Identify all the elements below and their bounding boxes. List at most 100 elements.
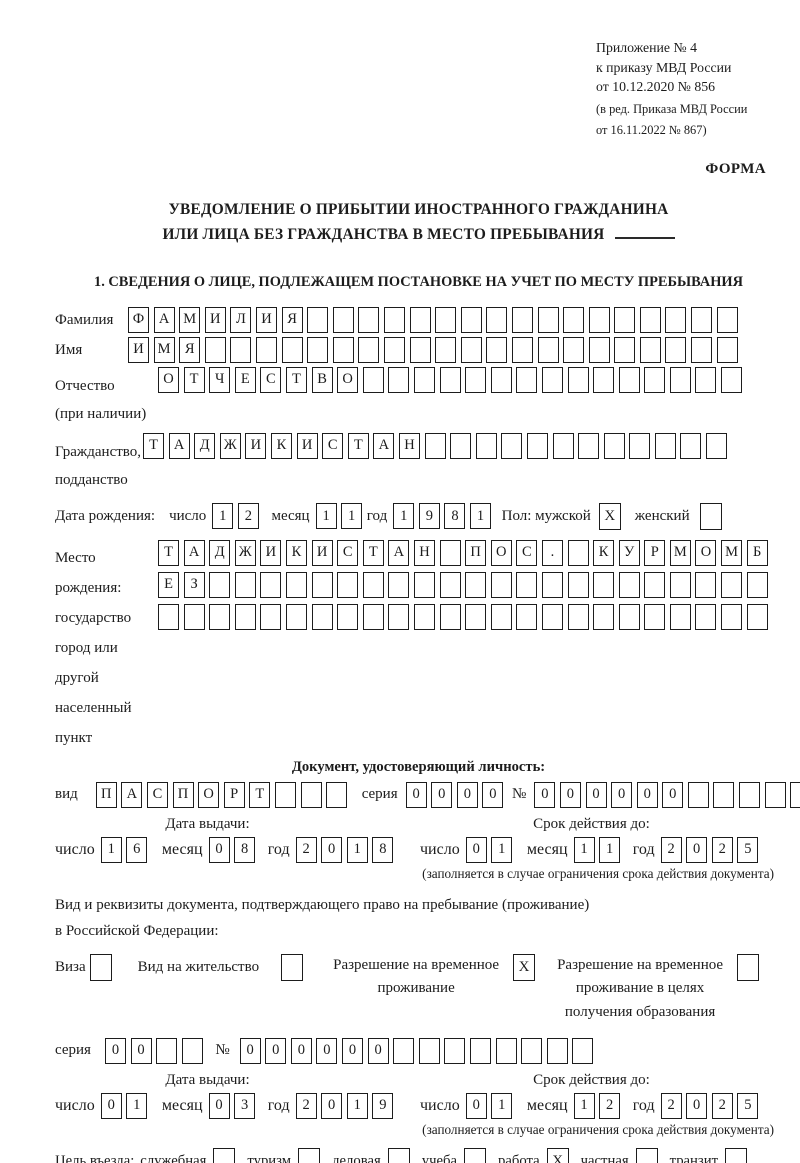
char-cell[interactable]: С (146, 781, 168, 808)
char-cell[interactable]: К (270, 432, 292, 459)
char-cell[interactable]: Т (347, 432, 369, 459)
char-cell[interactable] (260, 571, 282, 598)
char-cell[interactable] (511, 306, 533, 333)
char-cell[interactable] (337, 603, 359, 630)
char-cell[interactable] (521, 1037, 543, 1064)
char-cell[interactable]: 0 (585, 781, 607, 808)
char-cell[interactable]: О (337, 366, 359, 393)
char-cell[interactable] (469, 1037, 491, 1064)
char-cell[interactable]: 0 (208, 836, 230, 863)
char-cell[interactable] (541, 571, 563, 598)
char-cell[interactable]: С (322, 432, 344, 459)
char-cell[interactable]: П (465, 539, 487, 566)
char-cell[interactable] (475, 432, 497, 459)
char-cell[interactable] (644, 571, 666, 598)
char-cell[interactable] (614, 336, 636, 363)
char-cell[interactable] (639, 336, 661, 363)
char-cell[interactable]: В (311, 366, 333, 393)
char-cell[interactable] (435, 306, 457, 333)
char-cell[interactable]: Ж (219, 432, 241, 459)
visa-checkbox[interactable] (89, 954, 112, 982)
char-cell[interactable]: 1 (599, 836, 621, 863)
char-cell[interactable]: М (669, 539, 691, 566)
char-cell[interactable] (158, 603, 179, 630)
char-cell[interactable] (695, 366, 717, 393)
char-cell[interactable]: 0 (662, 781, 684, 808)
char-cell[interactable]: 9 (418, 503, 440, 530)
char-cell[interactable] (490, 366, 512, 393)
char-cell[interactable] (567, 366, 589, 393)
char-cell[interactable] (393, 1037, 415, 1064)
char-cell[interactable] (526, 432, 548, 459)
char-cell[interactable]: Т (158, 539, 179, 566)
char-cell[interactable] (234, 571, 256, 598)
char-cell[interactable]: 1 (126, 1092, 148, 1119)
char-cell[interactable] (567, 603, 589, 630)
char-cell[interactable]: 0 (534, 781, 556, 808)
char-cell[interactable] (546, 1037, 568, 1064)
char-cell[interactable] (326, 781, 348, 808)
char-cell[interactable]: 0 (405, 781, 427, 808)
char-cell[interactable]: Ф (128, 306, 149, 333)
char-cell[interactable] (281, 336, 303, 363)
char-cell[interactable] (311, 603, 333, 630)
char-cell[interactable]: 0 (265, 1037, 287, 1064)
char-cell[interactable] (450, 432, 472, 459)
purpose-study-checkbox[interactable] (464, 1147, 486, 1163)
char-cell[interactable] (593, 603, 615, 630)
char-cell[interactable]: 3 (234, 1092, 256, 1119)
char-cell[interactable] (537, 306, 559, 333)
char-cell[interactable]: . (541, 539, 563, 566)
char-cell[interactable]: К (285, 539, 307, 566)
char-cell[interactable]: 8 (234, 836, 256, 863)
char-cell[interactable]: 0 (482, 781, 504, 808)
char-cell[interactable] (460, 306, 482, 333)
char-cell[interactable] (578, 432, 600, 459)
residence-permit-checkbox[interactable] (281, 954, 304, 982)
char-cell[interactable] (413, 603, 435, 630)
char-cell[interactable]: Я (281, 306, 303, 333)
char-cell[interactable]: 0 (100, 1092, 122, 1119)
char-cell[interactable]: 0 (465, 1092, 487, 1119)
char-cell[interactable]: 1 (341, 503, 363, 530)
char-cell[interactable]: 0 (104, 1037, 126, 1064)
char-cell[interactable]: 2 (660, 836, 682, 863)
char-cell[interactable]: И (245, 432, 267, 459)
char-cell[interactable]: О (158, 366, 179, 393)
char-cell[interactable]: П (172, 781, 194, 808)
char-cell[interactable] (486, 306, 508, 333)
char-cell[interactable] (541, 603, 563, 630)
char-cell[interactable]: А (183, 539, 205, 566)
char-cell[interactable]: Р (644, 539, 666, 566)
char-cell[interactable] (687, 781, 709, 808)
char-cell[interactable]: 2 (599, 1092, 621, 1119)
char-cell[interactable]: М (721, 539, 743, 566)
char-cell[interactable] (495, 1037, 517, 1064)
char-cell[interactable] (181, 1037, 203, 1064)
char-cell[interactable] (439, 603, 461, 630)
char-cell[interactable]: И (128, 336, 149, 363)
purpose-official-checkbox[interactable] (213, 1147, 236, 1163)
char-cell[interactable] (721, 603, 743, 630)
char-cell[interactable]: 1 (393, 503, 415, 530)
char-cell[interactable]: А (153, 306, 175, 333)
char-cell[interactable]: 0 (342, 1037, 363, 1064)
char-cell[interactable]: С (337, 539, 359, 566)
char-cell[interactable]: Е (158, 571, 179, 598)
char-cell[interactable] (362, 603, 384, 630)
char-cell[interactable] (563, 306, 585, 333)
char-cell[interactable] (255, 336, 277, 363)
char-cell[interactable]: 1 (100, 836, 122, 863)
char-cell[interactable] (706, 432, 728, 459)
char-cell[interactable]: П (95, 781, 117, 808)
title-blank-line[interactable] (614, 225, 675, 240)
char-cell[interactable]: 0 (290, 1037, 312, 1064)
char-cell[interactable] (486, 336, 508, 363)
char-cell[interactable] (764, 781, 786, 808)
char-cell[interactable]: 9 (372, 1092, 394, 1119)
char-cell[interactable] (444, 1037, 466, 1064)
char-cell[interactable]: 0 (431, 781, 453, 808)
char-cell[interactable] (691, 336, 713, 363)
char-cell[interactable] (307, 306, 329, 333)
char-cell[interactable]: А (388, 539, 410, 566)
